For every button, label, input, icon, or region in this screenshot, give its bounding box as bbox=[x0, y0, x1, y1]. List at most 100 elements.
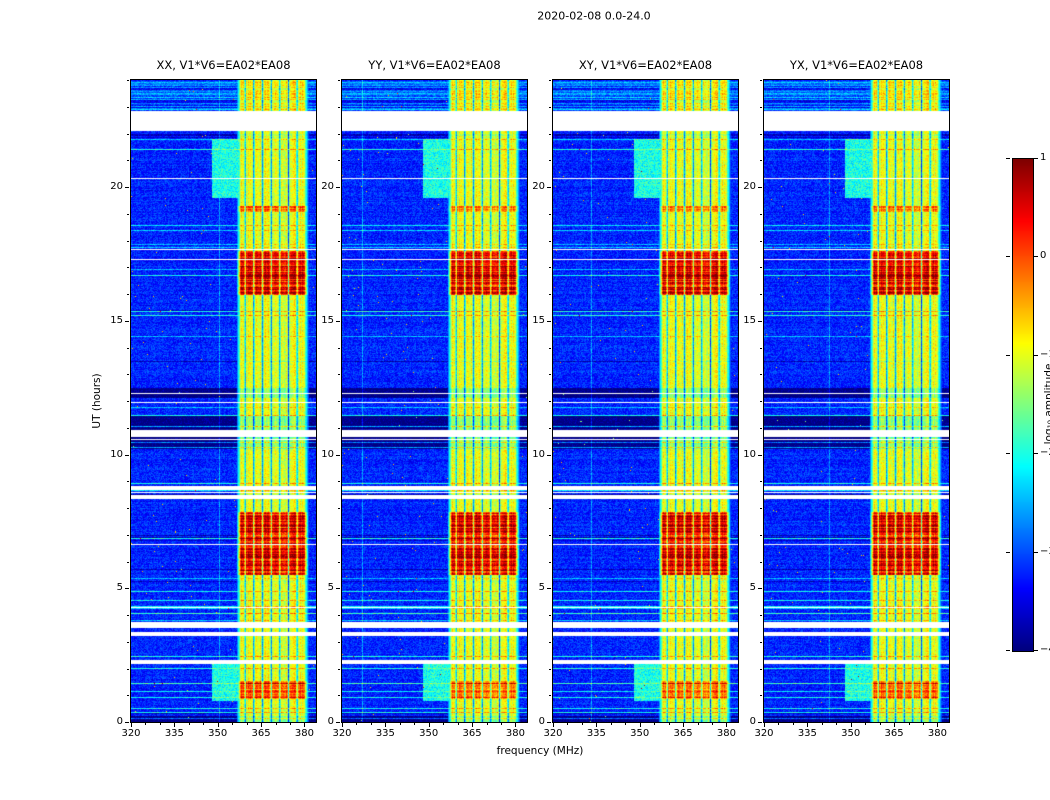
y-minor-tick bbox=[338, 615, 340, 616]
y-tick-label: 10 bbox=[532, 448, 545, 460]
y-minor-tick bbox=[127, 374, 129, 376]
y-minor-tick bbox=[549, 133, 551, 135]
y-major-tick bbox=[547, 187, 551, 188]
y-minor-tick bbox=[760, 213, 762, 215]
y-minor-tick bbox=[127, 401, 129, 402]
x-minor-tick bbox=[625, 723, 627, 725]
y-minor-tick bbox=[127, 160, 129, 162]
y-minor-tick bbox=[760, 481, 762, 483]
x-minor-tick bbox=[778, 723, 780, 725]
x-major-tick bbox=[850, 723, 852, 727]
y-minor-tick bbox=[338, 80, 340, 81]
colorbar-tick-left bbox=[1006, 551, 1010, 553]
y-minor-tick bbox=[760, 374, 762, 376]
y-minor-tick bbox=[760, 534, 762, 536]
y-minor-tick bbox=[760, 427, 762, 429]
y-major-tick bbox=[758, 722, 762, 723]
x-tick-label: 350 bbox=[208, 728, 228, 739]
x-major-tick bbox=[596, 723, 598, 727]
x-tick-label: 365 bbox=[462, 728, 482, 739]
y-minor-tick bbox=[549, 267, 551, 269]
y-minor-tick bbox=[127, 106, 129, 108]
x-tick-label: 320 bbox=[543, 728, 563, 739]
x-minor-tick bbox=[443, 723, 445, 725]
y-major-tick bbox=[758, 320, 762, 322]
y-tick-label: 15 bbox=[321, 314, 334, 326]
x-major-tick bbox=[472, 723, 474, 727]
x-major-tick bbox=[683, 723, 685, 727]
y-minor-tick bbox=[549, 668, 551, 670]
x-minor-tick bbox=[188, 723, 190, 725]
y-tick-label: 5 bbox=[538, 582, 545, 594]
y-major-tick bbox=[758, 588, 762, 590]
colorbar-label: log₁₀ amplitude bbox=[1043, 363, 1050, 445]
y-minor-tick bbox=[127, 561, 129, 563]
y-minor-tick bbox=[549, 106, 551, 108]
x-minor-tick bbox=[581, 723, 583, 725]
y-minor-tick bbox=[127, 267, 129, 269]
y-tick-label: 20 bbox=[321, 181, 334, 192]
x-minor-tick bbox=[500, 723, 502, 725]
colorbar-tick bbox=[1034, 354, 1038, 356]
colorbar-tick bbox=[1034, 256, 1038, 258]
x-major-tick bbox=[894, 723, 896, 727]
y-tick-label: 15 bbox=[110, 314, 123, 326]
y-tick-label: 0 bbox=[327, 716, 334, 727]
y-minor-tick bbox=[338, 427, 340, 429]
x-minor-tick bbox=[908, 723, 910, 725]
x-major-tick bbox=[217, 723, 219, 727]
x-minor-tick bbox=[159, 723, 161, 725]
x-minor-tick bbox=[922, 723, 924, 725]
spectrogram-canvas-xy bbox=[553, 80, 738, 722]
colorbar-tick-left bbox=[1006, 354, 1010, 356]
colorbar-frame bbox=[1012, 158, 1034, 652]
x-major-tick bbox=[261, 723, 263, 727]
x-tick-label: 365 bbox=[884, 728, 904, 739]
x-minor-tick bbox=[457, 723, 459, 725]
y-minor-tick bbox=[127, 668, 129, 670]
colorbar-tick-left bbox=[1006, 650, 1010, 651]
y-minor-tick bbox=[760, 561, 762, 563]
x-minor-tick bbox=[879, 723, 881, 725]
x-minor-tick bbox=[792, 723, 794, 725]
y-minor-tick bbox=[338, 133, 340, 135]
x-tick-label: 335 bbox=[375, 728, 395, 739]
colorbar-tick bbox=[1034, 650, 1038, 651]
x-tick-label: 365 bbox=[251, 728, 271, 739]
y-tick-label: 5 bbox=[116, 582, 123, 594]
x-tick-label: 350 bbox=[630, 728, 650, 739]
y-major-tick bbox=[758, 187, 762, 188]
x-axis-label: frequency (MHz) bbox=[496, 745, 584, 757]
x-tick-label: 380 bbox=[927, 728, 947, 739]
x-minor-tick bbox=[821, 723, 823, 725]
x-major-tick bbox=[428, 723, 430, 727]
y-minor-tick bbox=[127, 508, 129, 509]
y-minor-tick bbox=[338, 561, 340, 563]
x-minor-tick bbox=[203, 723, 205, 725]
y-minor-tick bbox=[338, 401, 340, 402]
y-tick-label: 20 bbox=[743, 181, 756, 192]
y-minor-tick bbox=[549, 508, 551, 509]
y-minor-tick bbox=[760, 695, 762, 697]
y-major-tick bbox=[547, 588, 551, 590]
y-tick-label: 20 bbox=[532, 181, 545, 192]
colorbar-tick-label: −4 bbox=[1040, 644, 1050, 655]
x-minor-tick bbox=[486, 723, 488, 725]
y-minor-tick bbox=[127, 641, 129, 643]
y-minor-tick bbox=[127, 481, 129, 483]
spectrogram-panel-yx bbox=[763, 79, 950, 723]
y-minor-tick bbox=[760, 294, 762, 295]
y-axis-label: UT (hours) bbox=[91, 373, 103, 429]
y-tick-label: 0 bbox=[538, 716, 545, 727]
x-major-tick bbox=[385, 723, 387, 727]
y-minor-tick bbox=[127, 347, 129, 349]
x-tick-label: 335 bbox=[586, 728, 606, 739]
y-major-tick bbox=[125, 722, 129, 723]
y-minor-tick bbox=[760, 133, 762, 135]
x-minor-tick bbox=[289, 723, 291, 725]
y-minor-tick bbox=[127, 615, 129, 616]
y-minor-tick bbox=[549, 160, 551, 162]
x-minor-tick bbox=[836, 723, 838, 725]
y-minor-tick bbox=[338, 534, 340, 536]
panel-title-xx: XX, V1*V6=EA02*EA08 bbox=[156, 58, 291, 72]
